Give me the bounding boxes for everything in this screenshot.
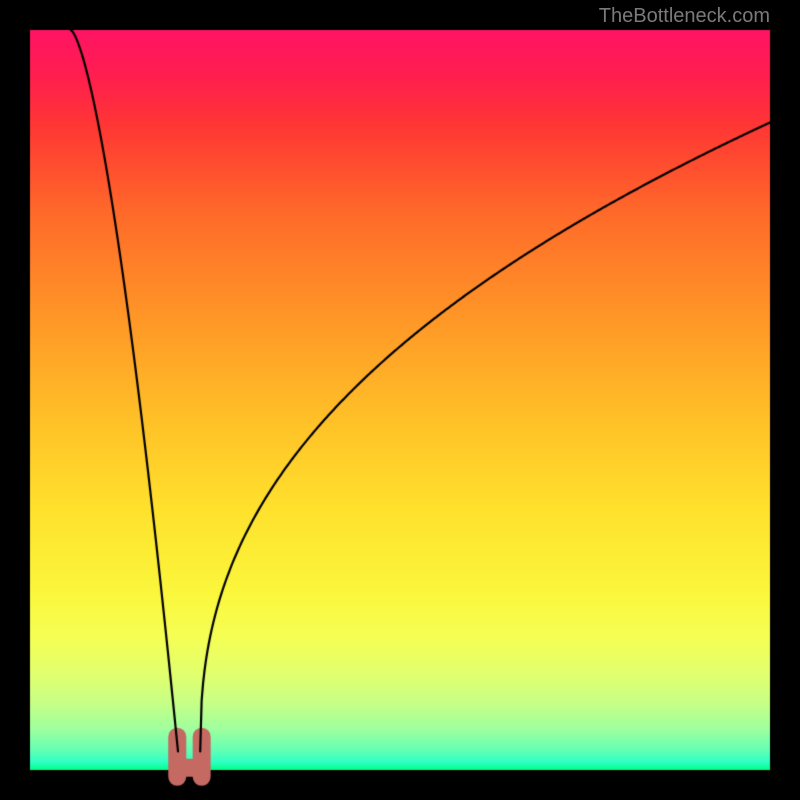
bottleneck-chart-canvas [0,0,800,800]
chart-container: TheBottleneck.com [0,0,800,800]
watermark-label: TheBottleneck.com [599,5,770,28]
